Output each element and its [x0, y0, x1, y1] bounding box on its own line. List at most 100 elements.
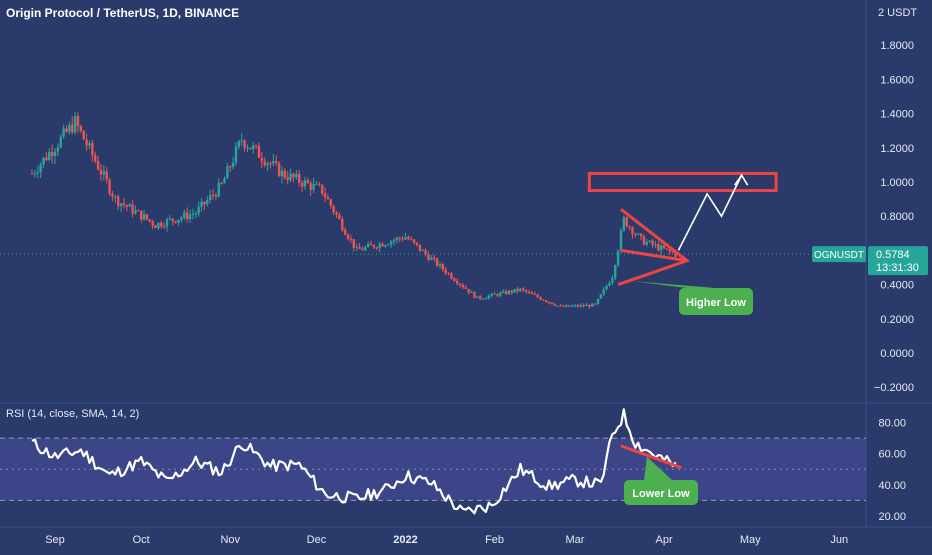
projected-arrowhead: [733, 173, 749, 186]
candle-body: [401, 238, 404, 240]
candle-body: [381, 243, 384, 247]
rsi-tick-label: 80.00: [878, 418, 906, 430]
candle-body: [188, 214, 192, 220]
candle-body: [99, 169, 103, 175]
candle-body: [539, 297, 542, 300]
candle-body: [524, 290, 528, 292]
time-axis-label: Nov: [220, 534, 240, 546]
candle-body: [507, 290, 511, 294]
candle-body: [332, 205, 335, 213]
candle-body: [395, 237, 399, 241]
candle-body: [642, 236, 646, 245]
candle-body: [346, 234, 350, 239]
candle-body: [117, 196, 120, 207]
candle-body: [476, 296, 479, 298]
candle-body: [461, 284, 465, 288]
candle-body: [280, 170, 284, 177]
candle-body: [191, 214, 195, 216]
candle-body: [300, 182, 304, 187]
higher-low-pointer: [632, 281, 715, 288]
candle-body: [424, 250, 427, 255]
time-axis-label: May: [740, 534, 761, 546]
candle-body: [496, 294, 499, 296]
candle-body: [608, 282, 611, 286]
candle-body: [553, 304, 557, 306]
candle-body: [634, 234, 637, 236]
candle-body: [154, 225, 157, 229]
candle-body: [355, 246, 358, 248]
candle-body: [252, 145, 255, 150]
candle-body: [183, 212, 186, 218]
rsi-tick-label: 40.00: [878, 480, 906, 492]
candle-body: [48, 152, 51, 160]
candle-body: [562, 305, 565, 307]
candle-body: [114, 196, 117, 198]
candle-body: [36, 172, 39, 174]
price-tick-label: 0.8000: [880, 211, 914, 223]
candle-body: [180, 217, 183, 220]
candle-body: [510, 290, 513, 293]
candle-body: [668, 249, 672, 252]
candle-body: [208, 194, 212, 201]
candle-body: [266, 163, 269, 166]
price-tick-label: 0.2000: [880, 314, 914, 326]
candle-body: [579, 305, 582, 307]
candle-body: [519, 288, 522, 292]
candle-body: [493, 293, 496, 295]
candle-body: [596, 298, 600, 305]
time-axis-label: Apr: [655, 534, 672, 546]
candle-body: [309, 183, 312, 190]
candle-body: [226, 166, 229, 179]
rsi-line: [31, 408, 677, 515]
price-tick-label: −0.2000: [874, 382, 914, 394]
candle-body: [447, 273, 450, 275]
candle-body: [254, 145, 258, 147]
candle-body: [573, 305, 577, 307]
candle-body: [625, 217, 628, 227]
price-tick-label: 1.2000: [880, 143, 914, 155]
candle-body: [45, 157, 48, 160]
candle-body: [654, 244, 657, 246]
rsi-tick-label: 20.00: [878, 511, 906, 523]
candle-body: [39, 164, 42, 173]
candle-body: [591, 303, 594, 307]
chart-title: Origin Protocol / TetherUS, 1D, BINANCE: [6, 6, 240, 20]
candle-body: [369, 243, 373, 246]
candle-body: [82, 130, 85, 140]
candle-body: [122, 203, 126, 206]
candle-body: [533, 293, 536, 295]
countdown-label: 13:31:30: [876, 262, 919, 274]
candle-body: [527, 291, 531, 293]
candle-body: [283, 170, 287, 178]
candle-body: [338, 214, 341, 219]
candle-body: [323, 193, 327, 198]
candle-body: [671, 251, 674, 253]
candle-body: [289, 173, 292, 181]
candle-body: [470, 291, 473, 293]
time-axis-label: 2022: [393, 534, 417, 546]
candle-body: [76, 115, 80, 127]
candle-body: [375, 247, 378, 249]
candle-body: [602, 289, 605, 295]
candle-body: [570, 305, 574, 307]
candle-body: [481, 298, 485, 300]
candle-body: [151, 221, 154, 226]
candle-body: [412, 239, 416, 243]
candle-body: [599, 294, 603, 299]
candle-body: [372, 245, 376, 248]
candle-body: [220, 182, 223, 184]
candle-body: [275, 161, 278, 163]
candle-body: [659, 245, 663, 251]
candle-body: [450, 273, 453, 279]
candle-body: [542, 299, 545, 301]
candle-body: [297, 173, 301, 183]
candle-body: [392, 240, 396, 242]
candle-body: [438, 264, 442, 266]
candle-body: [260, 157, 264, 162]
candle-body: [286, 177, 289, 181]
rsi-divergence-line: [620, 444, 682, 470]
candle-body: [223, 178, 226, 184]
candle-body: [142, 214, 146, 220]
candle-body: [160, 222, 163, 227]
